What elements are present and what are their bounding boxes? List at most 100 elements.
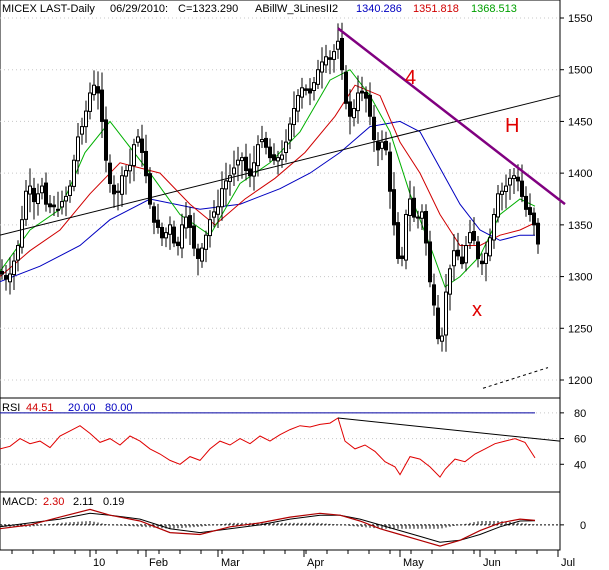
header-ind-green: 1368.513	[471, 3, 517, 15]
price-bar-body	[128, 164, 132, 172]
macd-signal-value: 2.11	[73, 496, 94, 508]
price-bar-body	[268, 146, 272, 159]
rsi-upper: 80.00	[105, 402, 133, 414]
macd-signal-line	[0, 512, 536, 543]
price-gridlines	[0, 17, 560, 381]
x-tick-label: Apr	[307, 557, 324, 569]
price-bar-body	[68, 185, 72, 196]
price-bar-body	[76, 136, 80, 162]
price-bar-body	[212, 211, 216, 218]
price-bar-body	[320, 61, 324, 73]
price-bar-body	[528, 207, 532, 216]
price-bar-body	[496, 193, 500, 218]
header-date: 06/29/2010:	[110, 3, 168, 15]
price-bar-body	[408, 198, 412, 216]
trend-lines	[0, 27, 566, 389]
price-bar-body	[40, 185, 44, 194]
price-bars	[0, 22, 540, 352]
price-tick-label: 1450	[568, 116, 592, 128]
price-bar-body	[160, 226, 164, 239]
price-bar-body	[104, 119, 108, 161]
price-bar-body	[60, 201, 64, 208]
macd-value: 2.30	[43, 496, 64, 508]
price-bar-body	[480, 260, 484, 265]
price-tick-label: 1350	[568, 220, 592, 232]
price-tick-label: 1200	[568, 375, 592, 387]
macd-lines	[0, 508, 536, 547]
macd-hist-value: 0.19	[103, 496, 124, 508]
price-bar-body	[204, 234, 208, 250]
price-bar-body	[272, 154, 276, 161]
price-bar-body	[52, 204, 56, 208]
price-bar-body	[324, 56, 328, 66]
price-bar-body	[396, 222, 400, 259]
x-tick-label: 10	[93, 557, 105, 569]
price-bar-body	[412, 197, 416, 218]
dashed-projection-line	[482, 367, 549, 389]
rsi-tick-label: 40	[574, 459, 586, 471]
price-bar-body	[392, 189, 396, 226]
price-bar-body	[36, 193, 40, 205]
price-bar-body	[180, 224, 184, 249]
price-bar-body	[80, 126, 84, 135]
price-tick-label: 1400	[568, 168, 592, 180]
price-bar-body	[300, 87, 304, 98]
price-bar-body	[368, 94, 372, 117]
macd-tick-label: 0	[580, 520, 586, 532]
price-bar-body	[48, 203, 52, 208]
rsi-tick-label: 60	[574, 434, 586, 446]
price-bar-body	[132, 144, 136, 167]
rsi-lower: 20.00	[68, 402, 96, 414]
price-bar-body	[124, 170, 128, 177]
price-bar-body	[504, 185, 508, 192]
price-bar-body	[340, 38, 344, 71]
support-trendline	[0, 95, 561, 236]
price-bar-body	[100, 89, 104, 122]
price-bar-body	[360, 90, 364, 94]
price-bar-body	[44, 182, 48, 205]
price-bar-body	[264, 137, 268, 148]
price-bar-body	[92, 84, 96, 96]
price-bar-body	[4, 275, 8, 280]
annotation-h: H	[505, 115, 519, 137]
price-bar-body	[400, 255, 404, 259]
price-bar-body	[220, 188, 224, 208]
x-tick-label: May	[403, 557, 424, 569]
price-tick-label: 1250	[568, 323, 592, 335]
price-bar-body	[492, 214, 496, 241]
price-bar-body	[288, 123, 292, 141]
price-bar-body	[216, 206, 220, 215]
price-bar-body	[356, 92, 360, 112]
resistance-trendline	[337, 27, 566, 206]
price-bar-body	[172, 226, 176, 244]
price-bar-body	[372, 116, 376, 141]
macd-label: MACD:	[2, 496, 37, 508]
price-bar-body	[244, 156, 248, 172]
header-indicator-name: ABillW_3LinesII2	[255, 3, 338, 15]
rsi-panel-frame	[0, 397, 561, 493]
annotation-4: 4	[405, 67, 416, 89]
price-bar-body	[72, 159, 76, 187]
price-bar-body	[192, 225, 196, 249]
price-y-axis: 1550 1500 1450 1400 1350 1300 1250 1200	[560, 13, 592, 387]
price-bar-body	[328, 57, 332, 60]
price-bar-body	[512, 175, 516, 180]
price-bar-body	[308, 88, 312, 94]
price-bar-body	[376, 141, 380, 151]
price-bar-body	[0, 270, 4, 275]
price-bar-body	[188, 215, 192, 228]
macd-panel: 0 MACD: 2.30 2.11 0.19	[0, 491, 586, 551]
price-tick-label: 1500	[568, 65, 592, 77]
price-bar-body	[240, 157, 244, 162]
price-bar-body	[116, 190, 120, 193]
price-panel-frame	[0, 0, 561, 399]
price-bar-body	[256, 144, 260, 167]
price-bar-body	[456, 249, 460, 257]
price-bar-body	[444, 291, 448, 336]
rsi-y-axis: 80 60 40	[560, 408, 586, 471]
price-bar-body	[460, 256, 464, 265]
price-bar-body	[344, 71, 348, 104]
price-bar-body	[524, 195, 528, 210]
x-tick-label: Feb	[149, 557, 168, 569]
x-tick-label: Mar	[221, 557, 240, 569]
